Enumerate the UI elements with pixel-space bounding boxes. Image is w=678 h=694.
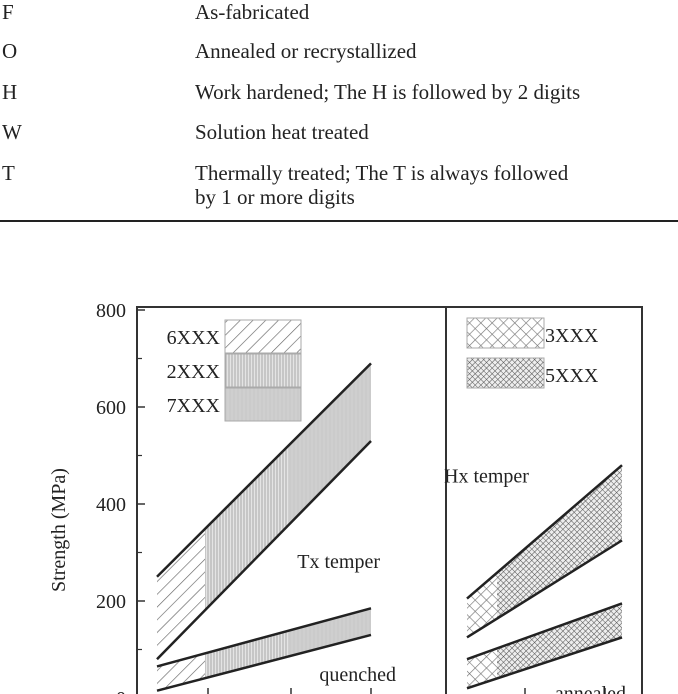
description-line: by 1 or more digits bbox=[195, 185, 355, 209]
legend-label: 2XXX bbox=[167, 361, 221, 383]
band-lower-line bbox=[466, 636, 623, 690]
temper-description: Work hardened; The H is followed by 2 di… bbox=[195, 80, 581, 104]
legend-swatch-7xxx bbox=[224, 387, 302, 422]
y-tick-label: 0 bbox=[116, 688, 126, 694]
band-label: Hx temper bbox=[444, 465, 529, 487]
band-lower-line bbox=[156, 440, 372, 661]
band-lower-line bbox=[156, 633, 372, 692]
legend-swatch-6xxx bbox=[224, 319, 302, 354]
temper-code: W bbox=[2, 120, 22, 144]
band-segment-6xxx bbox=[157, 528, 205, 660]
band-segment-6xxx bbox=[157, 653, 205, 691]
legend-label: 5XXX bbox=[545, 365, 599, 387]
band-segment-2xxx bbox=[205, 446, 288, 611]
band-segment-7xxx bbox=[288, 608, 371, 657]
band-lower-line bbox=[466, 539, 623, 639]
legend-swatch-5xxx bbox=[466, 357, 545, 389]
temper-description: Thermally treated; The T is always follo… bbox=[195, 161, 675, 209]
band-label: quenched bbox=[319, 664, 396, 686]
y-tick-label: 200 bbox=[96, 591, 126, 613]
temper-code: T bbox=[2, 161, 15, 185]
y-tick-label: 800 bbox=[96, 300, 126, 322]
legend-swatch-3xxx bbox=[466, 317, 545, 349]
band-segment-3xxx bbox=[467, 648, 497, 689]
band-segment-5xxx bbox=[497, 465, 622, 619]
temper-description: As-fabricated bbox=[195, 0, 310, 24]
band-segment-3xxx bbox=[467, 572, 497, 638]
legend-label: 6XXX bbox=[167, 327, 221, 349]
legend-label: 3XXX bbox=[545, 325, 599, 347]
table-bottom-rule bbox=[0, 220, 678, 222]
temper-code: H bbox=[2, 80, 18, 104]
temper-code: O bbox=[2, 39, 18, 63]
band-segment-7xxx bbox=[288, 363, 371, 526]
band-label: Tx temper bbox=[297, 551, 380, 573]
plot-frame bbox=[136, 306, 643, 694]
band-upper-line bbox=[156, 362, 372, 578]
band-label: annealed bbox=[555, 683, 626, 694]
temper-code: F bbox=[2, 0, 14, 24]
description-line: Thermally treated; The T is always follo… bbox=[195, 161, 569, 185]
legend-label: 7XXX bbox=[167, 395, 221, 417]
temper-description: Solution heat treated bbox=[195, 120, 369, 144]
band-upper-line bbox=[466, 464, 623, 600]
band-segment-2xxx bbox=[205, 630, 288, 679]
band-upper-line bbox=[466, 602, 623, 661]
temper-description: Annealed or recrystallized bbox=[195, 39, 417, 63]
y-tick-label: 600 bbox=[96, 397, 126, 419]
y-tick-label: 400 bbox=[96, 494, 126, 516]
legend-swatch-2xxx bbox=[224, 353, 302, 388]
y-axis-label: Strength (MPa) bbox=[48, 468, 70, 592]
band-upper-line bbox=[156, 607, 372, 668]
band-segment-5xxx bbox=[497, 603, 622, 679]
